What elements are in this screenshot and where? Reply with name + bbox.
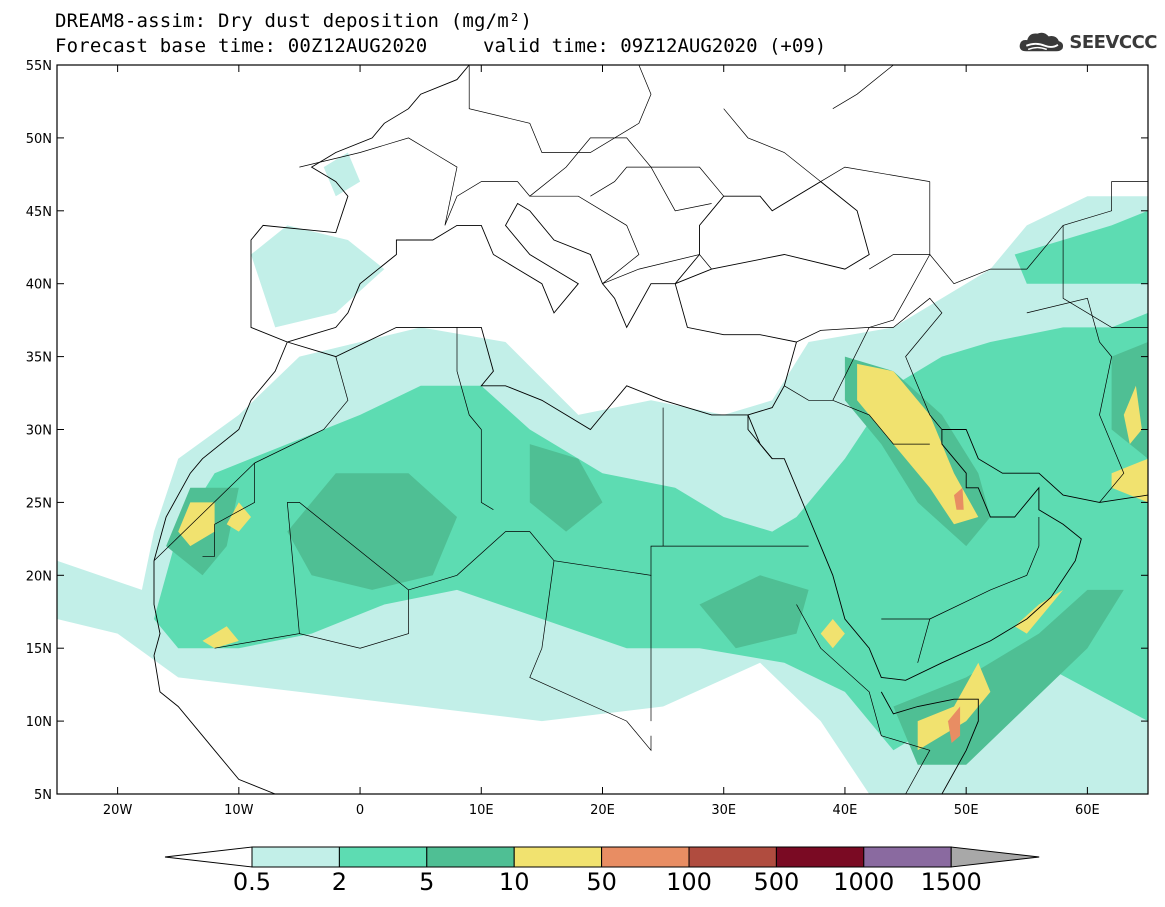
colorbar-label: 500	[753, 868, 799, 896]
dust-region-c1	[323, 152, 361, 197]
dust-region-c3	[699, 575, 809, 649]
logo-text: SEEVCCC	[1069, 31, 1157, 53]
dust-region-c4	[1014, 589, 1064, 634]
country-border	[254, 356, 349, 464]
colorbar-label: 100	[666, 868, 712, 896]
lat-tick-label: 55N	[26, 59, 52, 74]
country-border	[796, 604, 931, 794]
colorbar-swatch	[775, 846, 865, 868]
colorbar-swatch	[426, 846, 515, 868]
lat-tick-label: 5N	[34, 788, 52, 803]
dust-deposition-field	[57, 152, 1148, 794]
lat-tick-label: 10N	[26, 715, 52, 730]
country-border	[153, 462, 255, 561]
coastline	[153, 560, 161, 656]
dust-region-c4	[226, 502, 251, 532]
dust-region-c4	[917, 662, 991, 751]
country-border	[784, 385, 930, 445]
forecast-base-time: Forecast base time: 00Z12AUG2020	[55, 35, 428, 57]
colorbar-label: 50	[586, 868, 617, 896]
lon-tick-label: 60E	[1075, 803, 1100, 818]
lat-tick-label: 20N	[26, 569, 52, 584]
dust-region-c3	[287, 473, 457, 590]
colorbar-label: 10	[499, 868, 530, 896]
coastline	[747, 414, 773, 459]
country-border	[929, 517, 1040, 620]
country-border	[1026, 297, 1125, 503]
valid-time: valid time: 09Z12AUG2020 (+09)	[483, 35, 827, 57]
dust-region-c4	[820, 619, 845, 649]
dust-region-c4	[202, 626, 239, 649]
coastline	[747, 414, 1148, 681]
lon-tick-label: 50E	[954, 803, 979, 818]
country-border	[1062, 225, 1148, 328]
dust-region-c4	[178, 502, 215, 547]
lon-tick-label: 30E	[711, 803, 736, 818]
lon-tick-label: 0	[356, 803, 364, 818]
colorbar-swatch	[513, 846, 603, 868]
lat-tick-label: 25N	[26, 496, 52, 511]
country-border	[590, 166, 712, 212]
country-border	[832, 297, 943, 430]
country-border	[723, 108, 930, 183]
lat-tick-label: 45N	[26, 205, 52, 220]
lon-tick-label: 10E	[469, 803, 494, 818]
colorbar-swatch	[251, 846, 340, 868]
cloud-icon	[1019, 32, 1064, 52]
country-border	[299, 137, 724, 226]
coastline	[153, 655, 276, 794]
lat-tick-label: 35N	[26, 351, 52, 366]
lon-tick-label: 10W	[224, 803, 254, 818]
colorbar-swatch	[863, 846, 952, 868]
lat-tick-label: 50N	[26, 132, 52, 147]
dust-region-c2	[1014, 210, 1148, 284]
colorbar-label: 5	[419, 868, 434, 896]
country-border	[881, 618, 931, 663]
colorbar-under-arrow	[164, 846, 253, 868]
colorbar-swatch	[338, 846, 428, 868]
dust-region-c5	[948, 706, 961, 743]
country-border	[796, 254, 931, 343]
map-title: DREAM8-assim: Dry dust deposition (mg/m²…	[55, 10, 533, 32]
colorbar-swatch	[601, 846, 690, 868]
lat-tick-label: 15N	[26, 642, 52, 657]
lon-tick-label: 20W	[103, 803, 133, 818]
country-border	[287, 502, 409, 649]
country-border	[929, 181, 1148, 285]
country-boundaries	[153, 65, 1148, 794]
colorbar-label: 0.5	[233, 868, 271, 896]
dust-region-c4	[1123, 385, 1142, 445]
axis-ticks: 55N 50N 45N 40N 35N 30N 25N 20N 15N 10N 5N 20W 10W 0 1…	[26, 59, 1148, 818]
dust-region-c3	[529, 444, 603, 532]
dust-region-c1	[251, 225, 385, 328]
colorbar-label: 1500	[921, 868, 982, 896]
seevccc-logo: SEEVCCC	[1017, 26, 1157, 58]
country-border	[529, 195, 712, 285]
lat-tick-label: 30N	[26, 424, 52, 439]
coastline	[153, 65, 870, 561]
colorbar-label: 2	[332, 868, 347, 896]
country-border	[468, 65, 652, 153]
colorbar: 0.5 2 5 10 50 100 500 1000 1500	[164, 846, 1040, 896]
country-border	[456, 327, 494, 510]
lon-tick-label: 20E	[590, 803, 615, 818]
dust-region-c5	[954, 487, 964, 510]
colorbar-label: 1000	[833, 868, 894, 896]
country-border	[202, 463, 255, 557]
coastline	[880, 691, 979, 794]
colorbar-over-arrow	[950, 846, 1040, 868]
country-border	[832, 65, 894, 110]
colorbar-swatch	[688, 846, 777, 868]
country-border	[529, 560, 652, 752]
lat-tick-label: 40N	[26, 278, 52, 293]
dust-region-c4	[1111, 458, 1148, 503]
lon-tick-label: 40E	[833, 803, 858, 818]
